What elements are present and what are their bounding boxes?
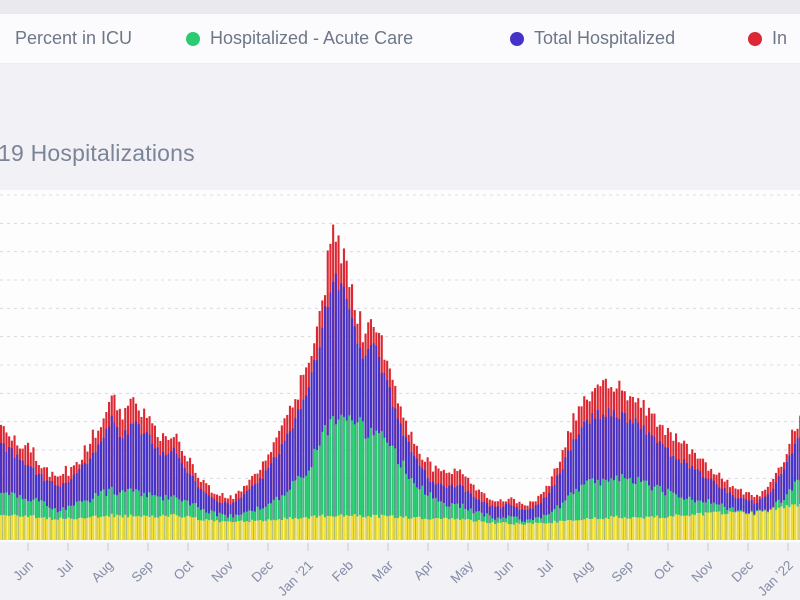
- month-label: Apr: [411, 557, 437, 583]
- legend-item-label: Hospitalized - Acute Care: [210, 28, 414, 48]
- axis-ticks: [27, 543, 789, 551]
- chart-title: 19 Hospitalizations: [0, 140, 195, 166]
- top-strip: [0, 0, 800, 14]
- month-label: Dec: [729, 557, 757, 585]
- legend-item-label: Percent in ICU: [15, 28, 133, 48]
- month-label: Sep: [129, 558, 157, 586]
- bar-series[interactable]: [0, 224, 800, 541]
- legend-item[interactable]: Percent in ICU: [15, 14, 132, 63]
- month-label: Jul: [533, 558, 556, 581]
- month-label: Nov: [209, 557, 237, 585]
- month-label: Aug: [569, 558, 597, 586]
- legend-item[interactable]: Hospitalized - Acute Care: [186, 14, 413, 63]
- month-label: Sep: [609, 558, 637, 586]
- month-label: Oct: [651, 557, 677, 583]
- month-label: Oct: [171, 557, 197, 583]
- month-label: Jan ’21: [275, 558, 316, 599]
- month-label: Feb: [329, 558, 356, 585]
- legend-dot-icon: [186, 31, 200, 46]
- month-label: Aug: [89, 558, 117, 586]
- month-label: Jun: [490, 558, 516, 584]
- chart-plot[interactable]: [0, 190, 800, 542]
- legend-item-label: In: [772, 28, 788, 48]
- legend-item[interactable]: Total Hospitalized: [510, 14, 675, 63]
- bars-canvas[interactable]: [0, 190, 800, 542]
- legend-item[interactable]: In: [748, 14, 787, 63]
- legend-item-label: Total Hospitalized: [534, 28, 676, 48]
- month-label: Nov: [689, 557, 717, 585]
- month-label: Mar: [369, 557, 396, 584]
- month-label: Jan ’22: [755, 558, 796, 599]
- month-label: Dec: [249, 557, 277, 585]
- legend-dot-icon: [748, 31, 762, 46]
- month-label: May: [447, 557, 476, 586]
- chart-legend: Percent in ICU Hospitalized - Acute Care T…: [0, 14, 800, 64]
- month-label: Jul: [53, 558, 76, 581]
- legend-dot-icon: [510, 31, 524, 46]
- month-label: Jun: [10, 558, 36, 584]
